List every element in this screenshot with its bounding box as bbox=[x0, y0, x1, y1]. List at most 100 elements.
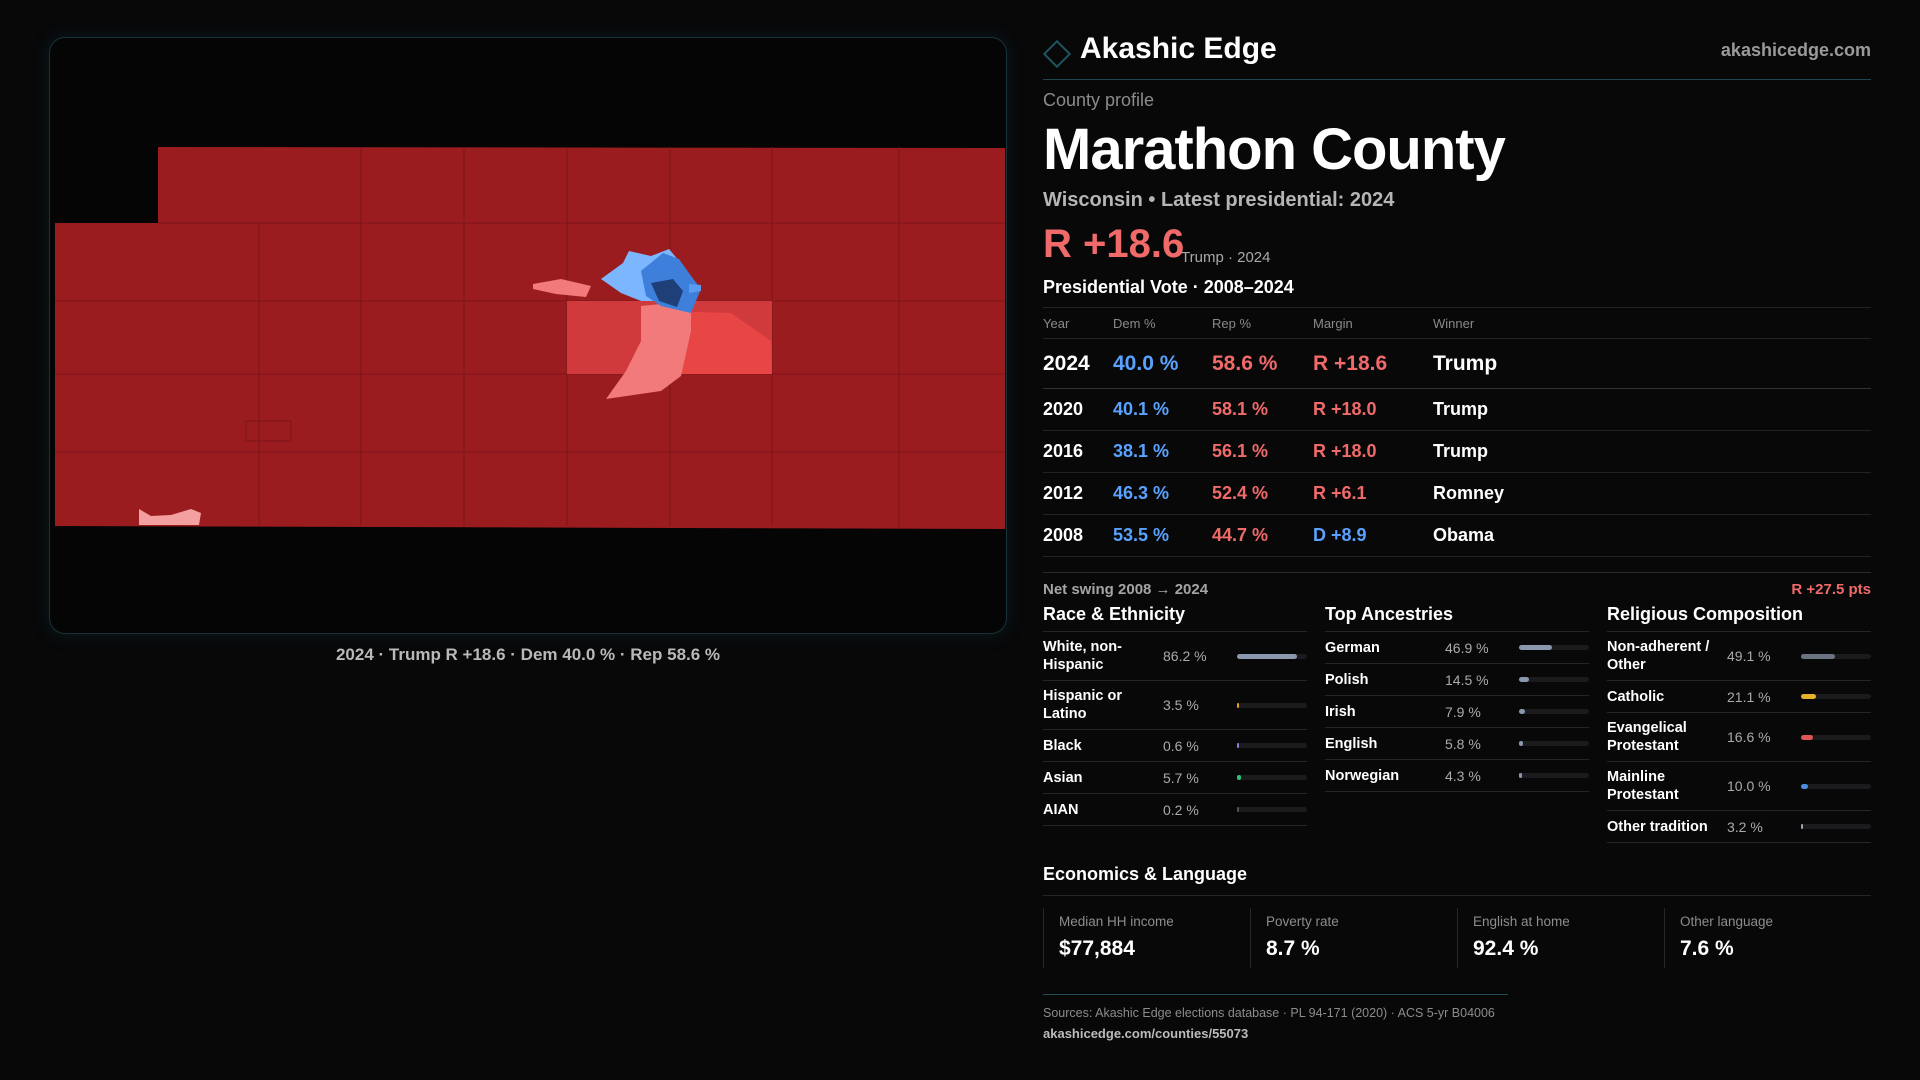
vote-year: 2016 bbox=[1043, 430, 1113, 473]
vote-rep: 52.4 % bbox=[1212, 472, 1313, 515]
precinct-map bbox=[55, 147, 1005, 529]
vote-rep: 58.1 % bbox=[1212, 388, 1313, 431]
religion-title: Religious Composition bbox=[1607, 600, 1871, 632]
row-label: AIAN bbox=[1043, 801, 1079, 818]
ancestry-row: Irish 7.9 % bbox=[1325, 696, 1589, 728]
vote-rep: 56.1 % bbox=[1212, 430, 1313, 473]
net-swing-label: Net swing 2008 → 2024 bbox=[1043, 581, 1209, 598]
row-label: Asian bbox=[1043, 769, 1083, 786]
row-percent: 86.2 % bbox=[1163, 648, 1207, 664]
net-swing-value: R +27.5 pts bbox=[1791, 581, 1871, 598]
county-shape bbox=[55, 147, 1005, 529]
religion-row: Other tradition 3.2 % bbox=[1607, 811, 1871, 843]
ancestry-row: Norwegian 4.3 % bbox=[1325, 760, 1589, 792]
econ-stat: Poverty rate 8.7 % bbox=[1250, 908, 1457, 968]
ancestry-row: Polish 14.5 % bbox=[1325, 664, 1589, 696]
percent-bar bbox=[1237, 653, 1307, 659]
percent-bar-fill bbox=[1237, 775, 1241, 780]
vote-margin: R +18.6 bbox=[1313, 338, 1433, 389]
row-label: Catholic bbox=[1607, 688, 1665, 705]
page-title: Marathon County bbox=[1043, 117, 1506, 182]
vote-winner: Trump bbox=[1433, 430, 1871, 473]
row-percent: 16.6 % bbox=[1727, 729, 1771, 745]
row-label: Evangelical Protestant bbox=[1607, 720, 1687, 754]
percent-bar-fill bbox=[1519, 677, 1530, 682]
vote-dem: 53.5 % bbox=[1113, 514, 1212, 557]
col-header: Rep % bbox=[1212, 307, 1313, 339]
race-section: Race & Ethnicity White, non-Hispanic 86.2 … bbox=[1043, 600, 1307, 826]
row-label: English bbox=[1325, 735, 1378, 752]
vote-dem: 40.0 % bbox=[1113, 338, 1212, 389]
percent-bar-fill bbox=[1801, 694, 1816, 699]
econ-stat: Median HH income $77,884 bbox=[1043, 908, 1250, 968]
religion-section: Religious Composition Non-adherent / Othe… bbox=[1607, 600, 1871, 843]
col-header: Year bbox=[1043, 307, 1113, 339]
diamond-logo-icon bbox=[1042, 39, 1072, 69]
vote-winner: Trump bbox=[1433, 388, 1871, 431]
religion-row: Non-adherent / Other 49.1 % bbox=[1607, 632, 1871, 681]
county-map[interactable] bbox=[49, 37, 1007, 634]
percent-bar bbox=[1519, 741, 1589, 746]
vote-year: 2020 bbox=[1043, 388, 1113, 431]
row-label: Other tradition bbox=[1607, 818, 1708, 835]
row-percent: 3.2 % bbox=[1727, 818, 1763, 835]
row-percent: 21.1 % bbox=[1727, 688, 1771, 705]
header: Akashic Edge akashicedge.com bbox=[1042, 30, 1871, 80]
percent-bar bbox=[1237, 743, 1307, 748]
percent-bar bbox=[1519, 645, 1589, 650]
site-link[interactable]: akashicedge.com bbox=[1720, 40, 1871, 60]
row-label: Black bbox=[1043, 737, 1082, 754]
stat-label: Other language bbox=[1680, 914, 1774, 929]
row-label: White, non-Hispanic bbox=[1043, 639, 1122, 673]
percent-bar-fill bbox=[1801, 824, 1804, 829]
religion-row: Catholic 21.1 % bbox=[1607, 681, 1871, 713]
percent-bar-fill bbox=[1801, 653, 1836, 659]
row-label: Mainline Protestant bbox=[1607, 769, 1679, 803]
row-label: Polish bbox=[1325, 671, 1369, 688]
vote-margin: R +6.1 bbox=[1313, 472, 1433, 515]
vote-row: 2016 38.1 % 56.1 % R +18.0 Trump bbox=[1043, 430, 1871, 473]
county-url[interactable]: akashicedge.com/counties/55073 bbox=[1043, 1026, 1249, 1041]
percent-bar bbox=[1519, 677, 1589, 682]
stat-value: $77,884 bbox=[1059, 937, 1135, 960]
stat-label: English at home bbox=[1473, 914, 1570, 929]
net-swing: Net swing 2008 → 2024 R +27.5 pts bbox=[1043, 572, 1871, 598]
row-percent: 7.9 % bbox=[1445, 703, 1481, 720]
vote-year: 2008 bbox=[1043, 514, 1113, 557]
percent-bar-fill bbox=[1519, 773, 1522, 778]
vote-margin: R +18.0 bbox=[1313, 430, 1433, 473]
percent-bar-fill bbox=[1519, 709, 1525, 714]
percent-bar bbox=[1801, 694, 1871, 699]
percent-bar-fill bbox=[1237, 702, 1240, 708]
race-row: Asian 5.7 % bbox=[1043, 762, 1307, 794]
econ-stat: English at home 92.4 % bbox=[1457, 908, 1664, 968]
row-percent: 0.2 % bbox=[1163, 801, 1199, 818]
row-percent: 14.5 % bbox=[1445, 671, 1489, 688]
stat-value: 8.7 % bbox=[1266, 937, 1320, 960]
brand-name: Akashic Edge bbox=[1080, 32, 1277, 65]
row-percent: 3.5 % bbox=[1163, 697, 1199, 713]
headline-note: Trump · 2024 bbox=[1181, 249, 1271, 266]
vote-winner: Obama bbox=[1433, 514, 1871, 557]
precinct-safe-d bbox=[651, 279, 683, 307]
headline-margin: R +18.6 bbox=[1043, 222, 1185, 266]
row-percent: 46.9 % bbox=[1445, 639, 1489, 656]
row-label: Hispanic or Latino bbox=[1043, 688, 1122, 722]
vote-dem: 38.1 % bbox=[1113, 430, 1212, 473]
precinct-tilt-r-west bbox=[533, 279, 591, 297]
race-row: Black 0.6 % bbox=[1043, 730, 1307, 762]
vote-winner: Trump bbox=[1433, 338, 1871, 389]
percent-bar-fill bbox=[1519, 645, 1552, 650]
ancestry-section: Top Ancestries German 46.9 % Polish 14.5 % Ir… bbox=[1325, 600, 1589, 792]
percent-bar bbox=[1801, 783, 1871, 789]
ancestry-title: Top Ancestries bbox=[1325, 600, 1589, 632]
row-percent: 49.1 % bbox=[1727, 648, 1771, 664]
row-percent: 4.3 % bbox=[1445, 767, 1481, 784]
footer-divider bbox=[1043, 994, 1508, 995]
percent-bar-fill bbox=[1801, 783, 1808, 789]
stat-value: 92.4 % bbox=[1473, 937, 1539, 960]
row-percent: 5.8 % bbox=[1445, 735, 1481, 752]
percent-bar bbox=[1801, 653, 1871, 659]
percent-bar-fill bbox=[1237, 807, 1239, 812]
vote-dem: 46.3 % bbox=[1113, 472, 1212, 515]
